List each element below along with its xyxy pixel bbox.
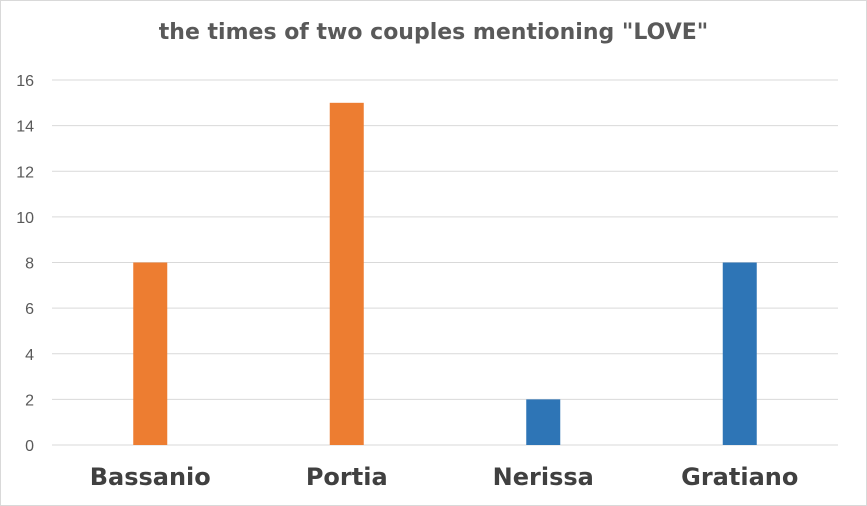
y-tick-label: 8 <box>25 256 34 273</box>
x-tick-label-gratiano: Gratiano <box>681 463 798 491</box>
y-tick-label: 16 <box>16 73 34 90</box>
y-tick-label: 12 <box>16 164 34 181</box>
y-tick-label: 4 <box>25 347 34 364</box>
bar-portia <box>329 102 364 445</box>
x-axis-category-labels: Bassanio Portia Nerissa Gratiano <box>90 463 799 491</box>
bars <box>133 102 757 445</box>
y-axis-tick-labels: 0 2 4 6 8 10 12 14 16 <box>16 73 34 455</box>
bar-nerissa <box>526 399 561 445</box>
x-tick-label-bassanio: Bassanio <box>90 463 211 491</box>
y-tick-label: 14 <box>16 119 34 136</box>
y-tick-label: 0 <box>25 438 34 455</box>
y-tick-label: 6 <box>25 301 34 318</box>
y-tick-label: 10 <box>16 210 34 227</box>
x-tick-label-portia: Portia <box>306 463 388 491</box>
bar-gratiano <box>722 262 757 445</box>
chart-title: the times of two couples mentioning "LOV… <box>158 20 709 45</box>
gridlines <box>52 79 838 446</box>
y-tick-label: 2 <box>25 392 34 409</box>
x-tick-label-nerissa: Nerissa <box>493 463 594 491</box>
bar-bassanio <box>133 262 168 445</box>
